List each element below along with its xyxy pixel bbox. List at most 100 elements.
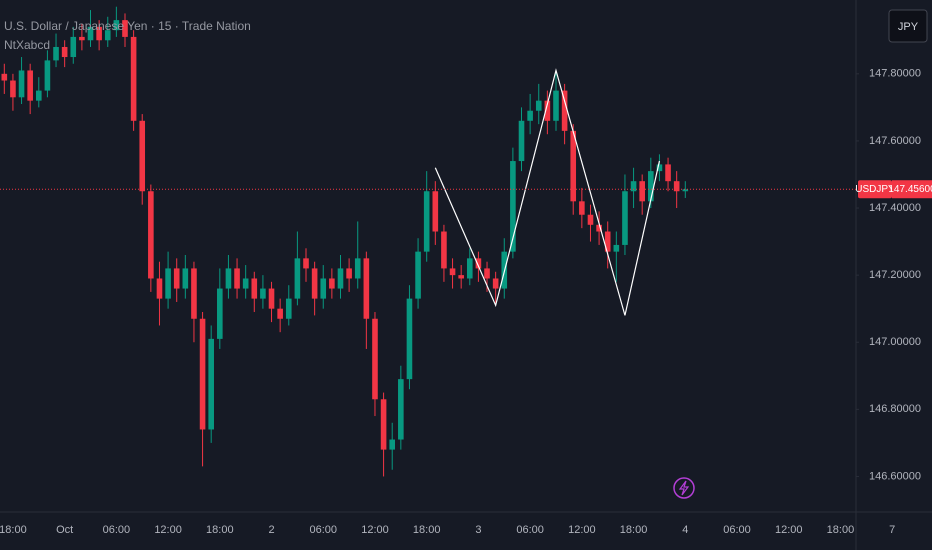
y-tick-label: 147.20000 xyxy=(869,269,921,281)
candle-body xyxy=(104,30,111,41)
candle-body xyxy=(122,20,128,37)
x-tick-label: Oct xyxy=(56,524,73,536)
candle-body xyxy=(423,191,430,252)
x-tick-label: 4 xyxy=(682,524,688,536)
x-tick-label: 2 xyxy=(268,524,274,536)
candle-body xyxy=(510,161,516,252)
candle-body xyxy=(35,90,42,101)
candle-body xyxy=(234,268,240,289)
candle-body xyxy=(604,231,611,252)
candle-body xyxy=(596,224,602,232)
candle-body xyxy=(398,379,404,440)
candle-body xyxy=(27,70,33,101)
lightning-icon[interactable] xyxy=(673,477,695,499)
candle-body xyxy=(613,244,620,252)
candle-body xyxy=(665,164,671,182)
symbol-tag-label: USDJPY xyxy=(855,184,895,195)
candle-body xyxy=(139,120,146,192)
candle-body xyxy=(311,268,318,299)
candle-body xyxy=(466,258,473,279)
candle-body xyxy=(87,26,94,41)
candle-body xyxy=(553,90,559,121)
candle-body xyxy=(432,191,439,232)
candle-body xyxy=(587,214,594,225)
candle-body xyxy=(242,278,249,289)
candle-body xyxy=(70,36,77,58)
candle-body xyxy=(630,181,637,192)
y-tick-label: 147.60000 xyxy=(869,135,921,147)
symbol-tag xyxy=(858,180,892,199)
candle-body xyxy=(18,70,25,98)
candle-body xyxy=(208,338,214,430)
x-tick-label: 12:00 xyxy=(154,524,182,536)
candle-body xyxy=(182,268,189,289)
x-tick-label: 12:00 xyxy=(775,524,803,536)
candle-body xyxy=(44,60,51,91)
candle-body xyxy=(415,251,421,299)
candle-body xyxy=(648,171,654,202)
y-tick-label: 147.80000 xyxy=(869,68,921,80)
candle-body xyxy=(561,90,568,131)
pattern-line xyxy=(434,68,661,316)
candle-body xyxy=(484,268,490,279)
candle-body xyxy=(656,164,663,172)
candle-body xyxy=(458,275,464,279)
button-label[interactable]: JPY xyxy=(898,21,919,33)
price-tag xyxy=(892,180,932,199)
x-tick-label: 12:00 xyxy=(568,524,596,536)
candle-body xyxy=(217,288,223,339)
icon-bolt[interactable] xyxy=(678,480,690,496)
candle-body xyxy=(329,278,335,289)
candle-body xyxy=(268,288,275,309)
candle-body xyxy=(354,258,361,279)
x-tick-label: 12:00 xyxy=(361,524,389,536)
candle-body xyxy=(148,191,154,279)
button-box[interactable] xyxy=(888,9,928,43)
candle-body xyxy=(449,268,456,276)
candle-body xyxy=(527,110,533,121)
candle-body xyxy=(277,308,283,319)
candle-body xyxy=(130,36,137,121)
candle-body xyxy=(61,46,68,58)
candle-body xyxy=(622,191,628,245)
candle-body xyxy=(535,100,542,111)
x-tick-label: 06:00 xyxy=(309,524,337,536)
candle-body xyxy=(113,20,120,31)
candle-body xyxy=(165,268,171,299)
x-tick-label: 18:00 xyxy=(206,524,234,536)
candle-body xyxy=(156,278,163,299)
candle-body xyxy=(441,231,447,269)
candle-body xyxy=(682,189,689,192)
candle-body xyxy=(544,100,551,121)
candle-body xyxy=(380,399,387,450)
candle-body xyxy=(337,268,344,289)
candle-body xyxy=(251,278,258,299)
x-tick-label: 18:00 xyxy=(827,524,855,536)
x-tick-label: 06:00 xyxy=(516,524,544,536)
candle-body xyxy=(346,268,352,279)
x-tick-label: 18:00 xyxy=(413,524,441,536)
x-tick-label: 06:00 xyxy=(723,524,751,536)
candle-body xyxy=(294,258,301,299)
candle-body xyxy=(372,318,378,400)
currency-button[interactable]: JPY xyxy=(888,9,928,43)
y-tick-label: 146.80000 xyxy=(869,403,921,415)
y-tick-label: 146.60000 xyxy=(869,470,921,482)
price-tag-label: 147.45600 xyxy=(888,184,932,195)
indicator-name: NtXabcd xyxy=(4,38,50,52)
icon-circle[interactable] xyxy=(673,477,695,499)
plot-area xyxy=(1,6,689,477)
candle-body xyxy=(260,288,266,299)
y-tick-label: 147.40000 xyxy=(869,202,921,214)
candle-body xyxy=(191,268,197,319)
candle-body xyxy=(285,298,292,319)
candle-body xyxy=(173,268,180,289)
candle-body xyxy=(96,26,102,41)
candle-body xyxy=(79,36,85,41)
candle-body xyxy=(10,80,16,98)
candle-body xyxy=(53,46,59,61)
candle-body xyxy=(225,268,232,289)
candle-body xyxy=(320,278,327,299)
candle-body xyxy=(492,278,499,289)
